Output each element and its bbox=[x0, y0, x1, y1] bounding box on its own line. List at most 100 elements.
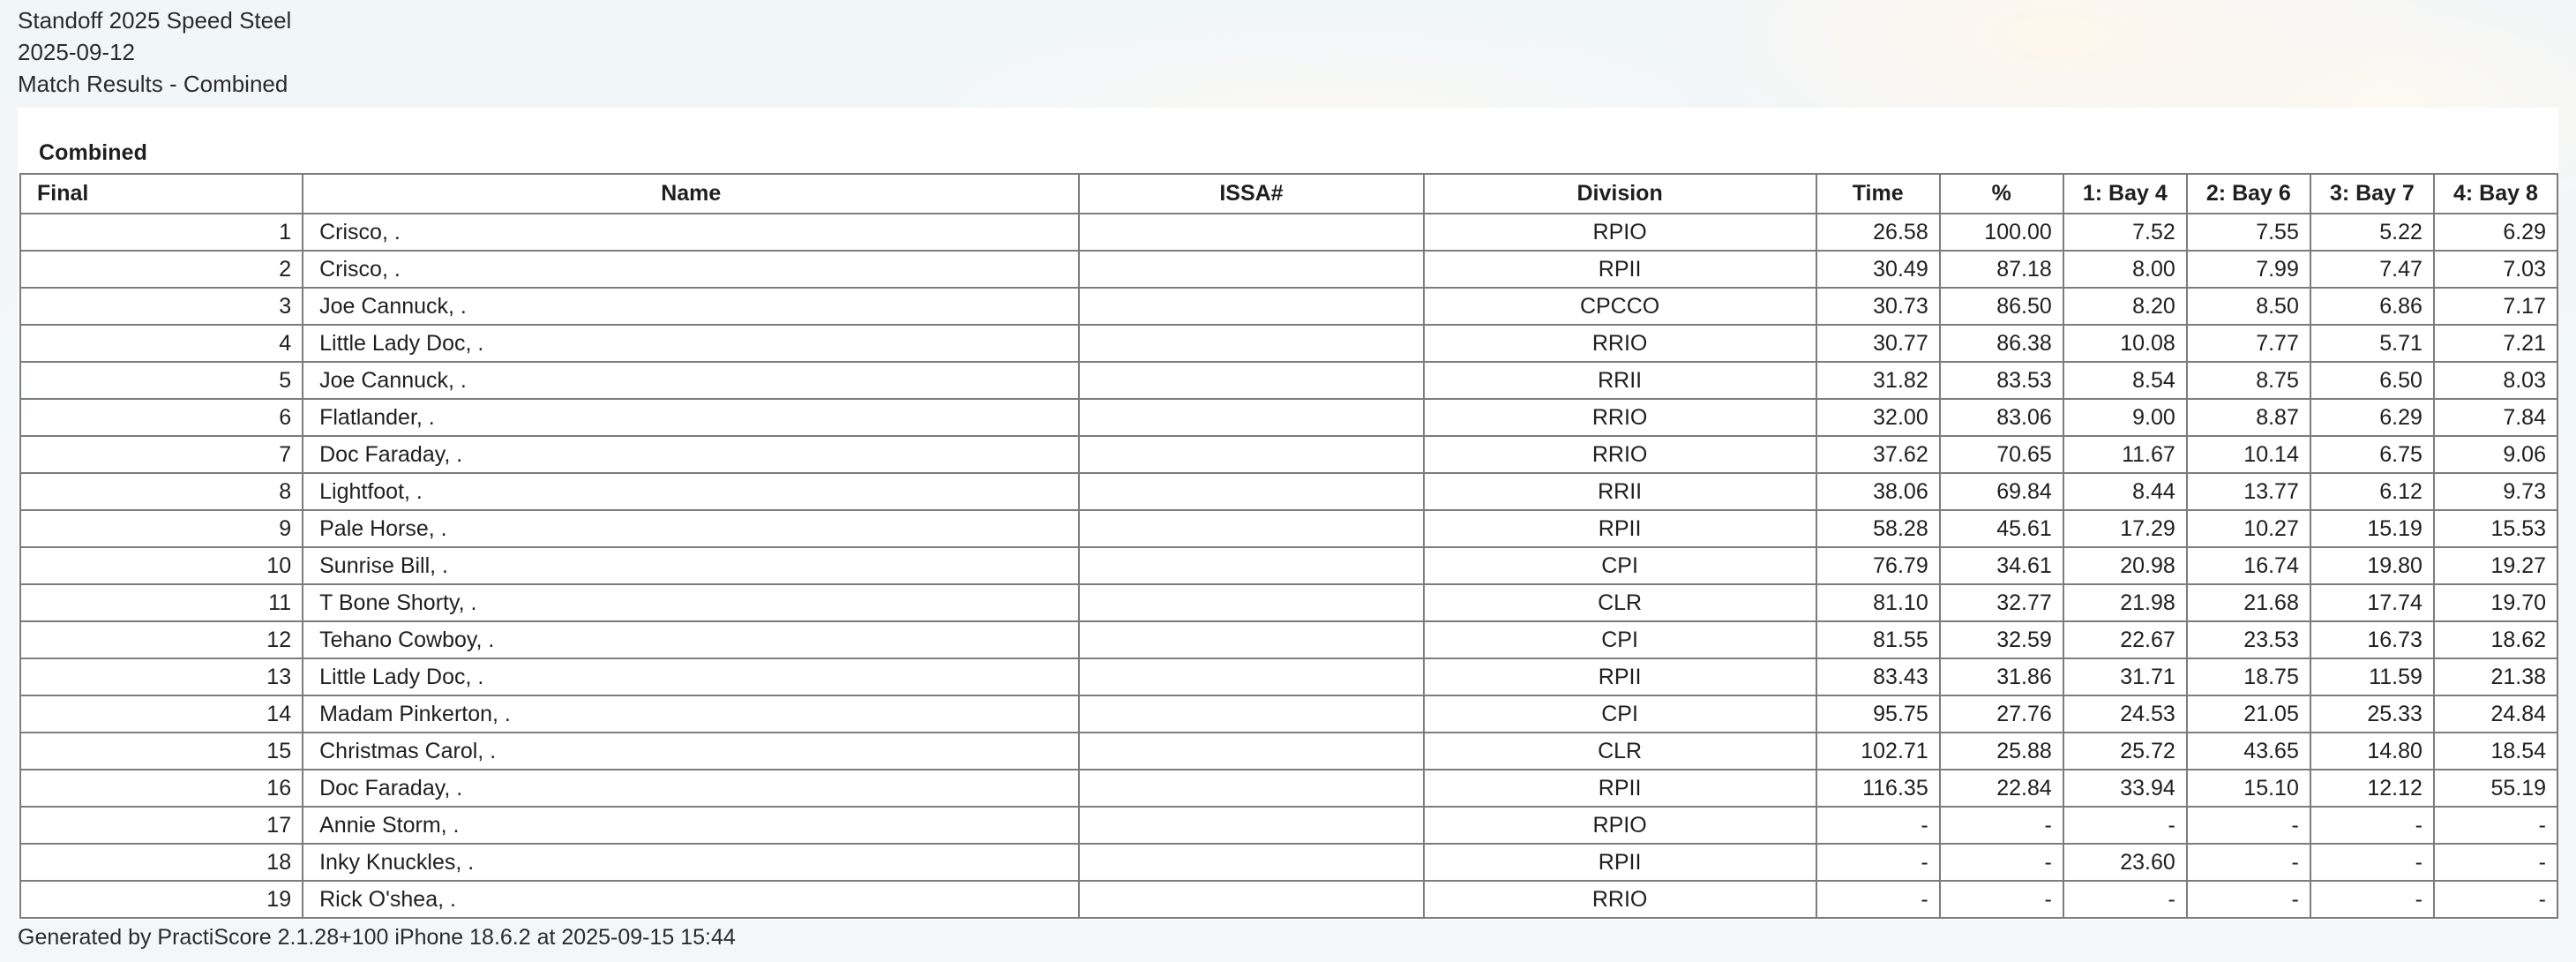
cell-issa bbox=[1078, 435, 1425, 474]
cell-division: CLR bbox=[1422, 732, 1817, 770]
cell-time: 26.58 bbox=[1815, 213, 1941, 252]
table-row[interactable]: 11 T Bone Shorty, . CLR 81.10 32.77 21.98 21.6… bbox=[19, 583, 2559, 622]
cell-final: 12 bbox=[19, 620, 304, 659]
table-row[interactable]: 6 Flatlander, . RRIO 32.00 83.06 9.00 8.87 6.29… bbox=[19, 398, 2559, 437]
cell-percent: 45.61 bbox=[1938, 509, 2064, 548]
column-header-bay-4[interactable]: 4: Bay 8 bbox=[2432, 173, 2559, 214]
table-body: 1 Crisco, . RPIO 26.58 100.00 7.52 7.55 5.22 6.2… bbox=[19, 213, 2559, 919]
column-header-final[interactable]: Final bbox=[19, 173, 304, 214]
cell-issa bbox=[1078, 324, 1425, 363]
cell-time: 38.06 bbox=[1815, 472, 1941, 511]
cell-percent: 86.38 bbox=[1938, 324, 2064, 363]
cell-bay-2: 18.75 bbox=[2185, 658, 2311, 696]
cell-issa bbox=[1078, 880, 1425, 919]
cell-bay-1: 24.53 bbox=[2062, 695, 2188, 733]
cell-division: CPI bbox=[1422, 546, 1817, 585]
cell-division: CPI bbox=[1422, 620, 1817, 659]
cell-issa bbox=[1078, 509, 1425, 548]
table-row[interactable]: 17 Annie Storm, . RPIO - - - - - - bbox=[19, 806, 2559, 845]
cell-division: RPII bbox=[1422, 658, 1817, 696]
column-header-bay-2[interactable]: 2: Bay 6 bbox=[2185, 173, 2311, 214]
table-row[interactable]: 8 Lightfoot, . RRII 38.06 69.84 8.44 13.77 6.12… bbox=[19, 472, 2559, 511]
cell-division: RPIO bbox=[1422, 806, 1817, 845]
cell-percent: 83.06 bbox=[1938, 398, 2064, 437]
table-row[interactable]: 10 Sunrise Bill, . CPI 76.79 34.61 20.98 16.74… bbox=[19, 546, 2559, 585]
table-row[interactable]: 7 Doc Faraday, . RRIO 37.62 70.65 11.67 10.14 6… bbox=[19, 435, 2559, 474]
table-row[interactable]: 14 Madam Pinkerton, . CPI 95.75 27.76 24.53 21… bbox=[19, 695, 2559, 733]
table-row[interactable]: 5 Joe Cannuck, . RRII 31.82 83.53 8.54 8.75 6.5… bbox=[19, 361, 2559, 400]
match-title: Standoff 2025 Speed Steel bbox=[18, 7, 292, 34]
cell-time: 30.49 bbox=[1815, 250, 1941, 289]
cell-time: 30.73 bbox=[1815, 287, 1941, 326]
cell-time: - bbox=[1815, 880, 1941, 919]
cell-bay-4: - bbox=[2432, 843, 2559, 882]
cell-bay-4: 7.84 bbox=[2432, 398, 2559, 437]
cell-percent: 86.50 bbox=[1938, 287, 2064, 326]
cell-final: 5 bbox=[19, 361, 304, 400]
column-header-bay-3[interactable]: 3: Bay 7 bbox=[2309, 173, 2435, 214]
cell-final: 13 bbox=[19, 658, 304, 696]
cell-name: Annie Storm, . bbox=[302, 806, 1081, 845]
cell-bay-2: 23.53 bbox=[2185, 620, 2311, 659]
cell-name: Doc Faraday, . bbox=[302, 769, 1081, 808]
cell-bay-3: 6.86 bbox=[2309, 287, 2435, 326]
table-row[interactable]: 15 Christmas Carol, . CLR 102.71 25.88 25.72 4… bbox=[19, 732, 2559, 770]
cell-bay-1: 17.29 bbox=[2062, 509, 2188, 548]
cell-final: 7 bbox=[19, 435, 304, 474]
column-header-time[interactable]: Time bbox=[1815, 173, 1941, 214]
cell-bay-1: 11.67 bbox=[2062, 435, 2188, 474]
table-row[interactable]: 13 Little Lady Doc, . RPII 83.43 31.86 31.71 1… bbox=[19, 658, 2559, 696]
column-header-percent[interactable]: % bbox=[1938, 173, 2064, 214]
cell-bay-4: 18.54 bbox=[2432, 732, 2559, 770]
table-row[interactable]: 1 Crisco, . RPIO 26.58 100.00 7.52 7.55 5.22 6.2… bbox=[19, 213, 2559, 252]
cell-bay-4: 7.21 bbox=[2432, 324, 2559, 363]
cell-percent: 70.65 bbox=[1938, 435, 2064, 474]
cell-bay-3: - bbox=[2309, 843, 2435, 882]
cell-issa bbox=[1078, 732, 1425, 770]
cell-time: 95.75 bbox=[1815, 695, 1941, 733]
cell-bay-3: - bbox=[2309, 806, 2435, 845]
cell-final: 19 bbox=[19, 880, 304, 919]
cell-time: 58.28 bbox=[1815, 509, 1941, 548]
table-row[interactable]: 2 Crisco, . RPII 30.49 87.18 8.00 7.99 7.47 7.03 bbox=[19, 250, 2559, 289]
results-table: Final Name ISSA# Division Time % 1: Bay … bbox=[19, 173, 2559, 919]
cell-time: - bbox=[1815, 806, 1941, 845]
cell-bay-2: 16.74 bbox=[2185, 546, 2311, 585]
cell-name: Crisco, . bbox=[302, 213, 1081, 252]
report-title: Match Results - Combined bbox=[18, 71, 288, 97]
cell-bay-4: 8.03 bbox=[2432, 361, 2559, 400]
table-row[interactable]: 12 Tehano Cowboy, . CPI 81.55 32.59 22.67 23.5… bbox=[19, 620, 2559, 659]
table-row[interactable]: 19 Rick O'shea, . RRIO - - - - - - bbox=[19, 880, 2559, 919]
table-row[interactable]: 9 Pale Horse, . RPII 58.28 45.61 17.29 10.27 15… bbox=[19, 509, 2559, 548]
cell-issa bbox=[1078, 546, 1425, 585]
cell-percent: - bbox=[1938, 880, 2064, 919]
cell-bay-4: 55.19 bbox=[2432, 769, 2559, 808]
report-header: Standoff 2025 Speed Steel 2025-09-12 Mat… bbox=[18, 0, 1253, 100]
cell-bay-1: 7.52 bbox=[2062, 213, 2188, 252]
column-header-division[interactable]: Division bbox=[1422, 173, 1817, 214]
table-row[interactable]: 3 Joe Cannuck, . CPCCO 30.73 86.50 8.20 8.50 6.… bbox=[19, 287, 2559, 326]
cell-name: Christmas Carol, . bbox=[302, 732, 1081, 770]
cell-final: 14 bbox=[19, 695, 304, 733]
cell-name: Sunrise Bill, . bbox=[302, 546, 1081, 585]
cell-time: 116.35 bbox=[1815, 769, 1941, 808]
table-row[interactable]: 18 Inky Knuckles, . RPII - -23.60- - - bbox=[19, 843, 2559, 882]
column-header-issa[interactable]: ISSA# bbox=[1078, 173, 1425, 214]
cell-bay-2: 10.14 bbox=[2185, 435, 2311, 474]
cell-percent: 31.86 bbox=[1938, 658, 2064, 696]
cell-bay-4: 9.73 bbox=[2432, 472, 2559, 511]
column-header-bay-1[interactable]: 1: Bay 4 bbox=[2062, 173, 2188, 214]
table-row[interactable]: 16 Doc Faraday, . RPII 116.35 22.84 33.94 15.1… bbox=[19, 769, 2559, 808]
cell-name: Little Lady Doc, . bbox=[302, 658, 1081, 696]
column-header-name[interactable]: Name bbox=[302, 173, 1081, 214]
cell-bay-2: - bbox=[2185, 843, 2311, 882]
cell-name: Rick O'shea, . bbox=[302, 880, 1081, 919]
cell-bay-4: - bbox=[2432, 880, 2559, 919]
cell-time: - bbox=[1815, 843, 1941, 882]
table-row[interactable]: 4 Little Lady Doc, . RRIO 30.77 86.38 10.08 7.… bbox=[19, 324, 2559, 363]
cell-bay-1: 10.08 bbox=[2062, 324, 2188, 363]
cell-bay-2: 8.75 bbox=[2185, 361, 2311, 400]
cell-bay-2: 13.77 bbox=[2185, 472, 2311, 511]
cell-name: Crisco, . bbox=[302, 250, 1081, 289]
cell-final: 18 bbox=[19, 843, 304, 882]
